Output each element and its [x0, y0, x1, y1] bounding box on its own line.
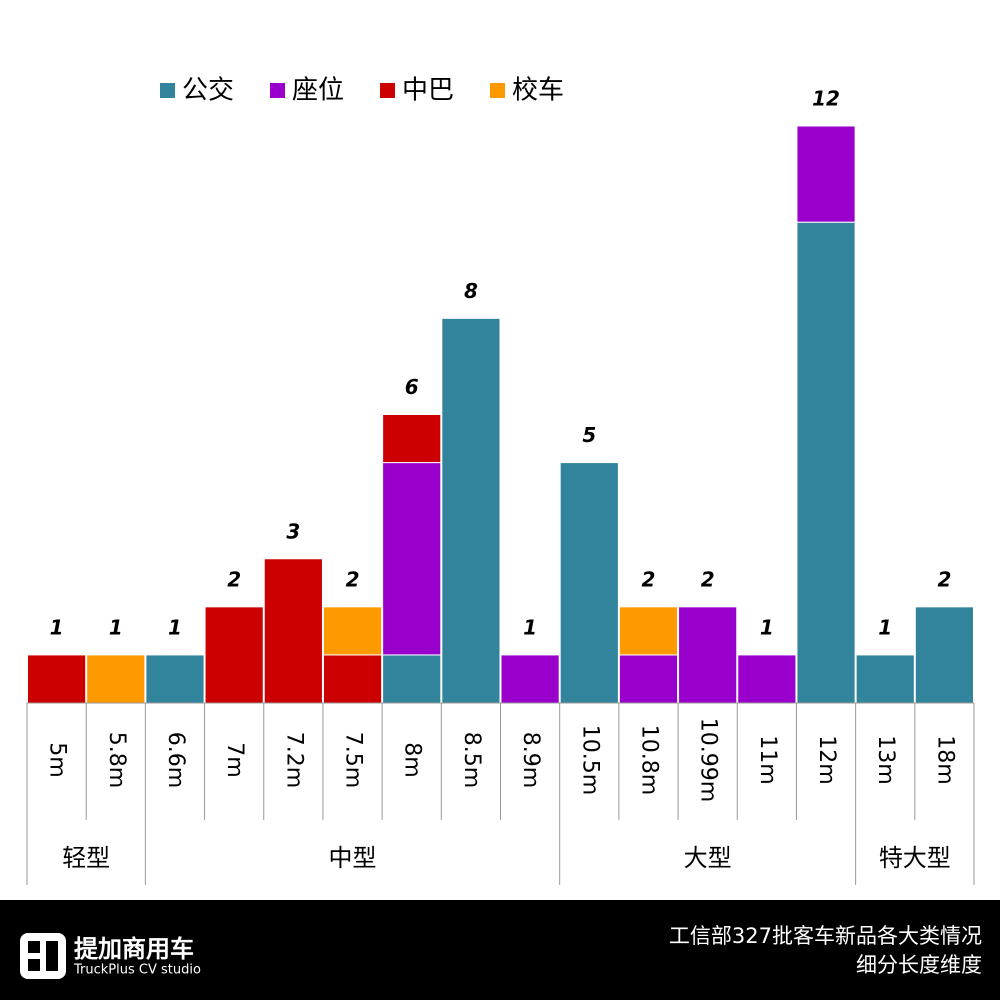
footer-band [0, 900, 1000, 1000]
bar-segment [382, 654, 442, 704]
legend-label: 中巴 [402, 76, 454, 106]
bar-segment [500, 654, 560, 704]
legend-label: 公交 [182, 76, 234, 106]
bar-segment [559, 462, 619, 704]
bar-segment [322, 654, 383, 704]
total-label: 1 [878, 615, 892, 639]
x-tick-label: 10.5m [577, 725, 602, 795]
group-label: 特大型 [879, 844, 951, 872]
legend-swatch [490, 83, 505, 98]
bar-segment [382, 414, 442, 464]
x-tick-label: 7m [222, 742, 247, 777]
x-tick-label: 10.8m [636, 725, 661, 795]
total-label: 1 [50, 615, 64, 639]
bar-segment [618, 606, 679, 656]
legend-swatch [380, 83, 395, 98]
x-tick-label: 5m [45, 742, 70, 777]
bar-segment [86, 654, 146, 704]
total-label: 2 [227, 567, 241, 591]
bar-segment [796, 125, 856, 223]
legend-label: 座位 [292, 76, 344, 106]
brand: 提加商用车 [74, 935, 194, 963]
bar-segment [145, 654, 205, 704]
bar-segment [618, 654, 679, 704]
total-label: 12 [812, 87, 840, 111]
total-label: 8 [464, 279, 478, 303]
total-label: 2 [937, 567, 951, 591]
bar-segment [796, 221, 856, 704]
total-label: 2 [701, 567, 715, 591]
total-label: 3 [286, 519, 300, 543]
bar-segment [263, 558, 323, 704]
x-tick-label: 5.8m [104, 732, 129, 788]
bar-segment [27, 654, 87, 704]
total-label: 1 [760, 615, 774, 639]
logo-icon [20, 933, 66, 979]
x-tick-label: 7.2m [281, 732, 306, 788]
x-tick-label: 8.9m [518, 732, 543, 788]
legend-swatch [270, 83, 285, 98]
bar-segment [678, 606, 738, 704]
total-label: 1 [523, 615, 537, 639]
total-label: 2 [642, 567, 656, 591]
bar-segment [204, 606, 264, 704]
total-label: 1 [168, 615, 182, 639]
x-tick-label: 10.99m [696, 718, 721, 802]
bar-segment [855, 654, 915, 704]
total-label: 6 [405, 375, 419, 399]
group-label: 中型 [329, 844, 377, 872]
bar-segment [441, 317, 501, 704]
group-label: 大型 [684, 844, 732, 872]
legend-swatch [160, 83, 175, 98]
x-tick-label: 13m [873, 735, 898, 784]
caption: 工信部327批客车新品各大类情况 [669, 924, 982, 948]
x-tick-label: 8m [400, 742, 425, 777]
bar-segment [914, 606, 974, 704]
x-tick-label: 8.5m [459, 732, 484, 788]
total-label: 5 [582, 423, 596, 447]
total-label: 2 [346, 567, 360, 591]
x-tick-label: 11m [755, 735, 780, 784]
x-tick-label: 12m [814, 735, 839, 784]
brand-sub: TruckPlus CV studio [73, 963, 201, 978]
caption: 细分长度维度 [856, 953, 982, 977]
group-label: 轻型 [62, 844, 110, 872]
legend-label: 校车 [512, 76, 564, 106]
bar-segment [382, 462, 442, 656]
x-tick-label: 6.6m [163, 732, 188, 788]
x-tick-label: 7.5m [341, 732, 366, 788]
x-tick-label: 18m [932, 735, 957, 784]
bar-segment [737, 654, 797, 704]
total-label: 1 [109, 615, 123, 639]
bar-segment [322, 606, 383, 656]
